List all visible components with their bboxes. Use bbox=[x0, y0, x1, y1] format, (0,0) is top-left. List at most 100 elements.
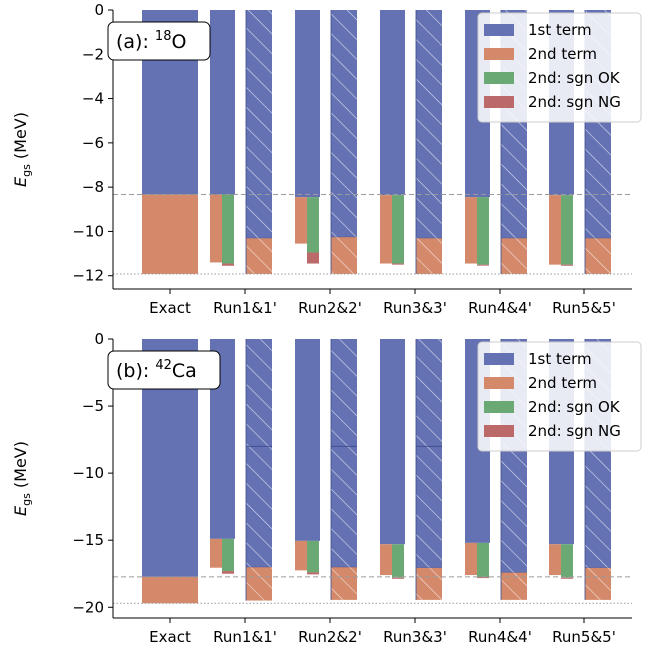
y-tick-label: −6 bbox=[82, 134, 104, 152]
legend-swatch bbox=[484, 96, 514, 108]
x-tick-label: Run3&3' bbox=[383, 299, 447, 317]
x-tick-label: Run2&2' bbox=[298, 628, 362, 646]
bar-hatched-pattern bbox=[331, 10, 357, 274]
y-axis-label-unit: (MeV) bbox=[11, 441, 30, 493]
bar-run-first bbox=[210, 10, 235, 195]
bar-run-ng bbox=[307, 252, 319, 264]
bar-run-first bbox=[380, 10, 405, 196]
panel-label-prefix: (a): bbox=[116, 31, 155, 53]
panel-label-sup: 18 bbox=[155, 29, 172, 44]
panel-label-suffix: Ca bbox=[172, 360, 197, 382]
x-tick-label: Run2&2' bbox=[298, 299, 362, 317]
bar-hatched-pattern bbox=[416, 339, 442, 600]
bar-run-second bbox=[465, 197, 477, 264]
legend-label: 2nd term bbox=[528, 45, 597, 63]
y-tick-label: −15 bbox=[72, 531, 104, 549]
legend-label: 2nd term bbox=[528, 374, 597, 392]
bar-run-ok bbox=[222, 194, 234, 264]
bar-run-ok bbox=[392, 544, 404, 578]
bar-run-second bbox=[549, 195, 561, 265]
y-tick-label: −10 bbox=[72, 222, 104, 240]
bar-run-ng bbox=[477, 264, 489, 266]
panel-label-sup: 42 bbox=[155, 358, 172, 373]
y-axis-label-unit: (MeV) bbox=[11, 112, 30, 164]
bar-hatched-pattern bbox=[246, 10, 272, 274]
bar-run-ok bbox=[222, 538, 234, 572]
x-tick-label: Exact bbox=[149, 628, 191, 646]
bar-hatched-pattern bbox=[331, 339, 357, 600]
y-tick-label: −10 bbox=[72, 464, 104, 482]
y-axis-label: Egs (MeV) bbox=[11, 441, 33, 516]
panel-label-suffix: O bbox=[171, 31, 186, 53]
panel-label-prefix: (b): bbox=[116, 360, 155, 382]
legend-label: 1st term bbox=[528, 21, 592, 39]
legend-label: 2nd: sgn OK bbox=[528, 398, 621, 416]
bar-run-ng bbox=[222, 263, 234, 266]
panel-label-box bbox=[107, 350, 221, 390]
bar-run-second bbox=[210, 538, 222, 568]
y-tick-label: −12 bbox=[72, 267, 104, 285]
x-tick-label: Run5&5' bbox=[552, 628, 616, 646]
bar-run-first bbox=[295, 339, 320, 541]
bar-run-second bbox=[295, 540, 307, 571]
legend-box bbox=[477, 341, 642, 452]
x-tick-label: Run5&5' bbox=[552, 299, 616, 317]
bar-exact-second bbox=[142, 194, 198, 274]
legend-label: 2nd: sgn NG bbox=[528, 422, 621, 440]
bar-run-ok bbox=[392, 195, 404, 264]
legend-label: 1st term bbox=[528, 350, 592, 368]
bar-run-ng bbox=[477, 577, 489, 579]
x-tick-label: Exact bbox=[149, 299, 191, 317]
bar-run-ok bbox=[561, 195, 573, 265]
bar-exact-second bbox=[142, 576, 198, 604]
legend-box bbox=[477, 12, 642, 123]
bar-run-second bbox=[380, 195, 392, 264]
legend-swatch bbox=[484, 377, 514, 389]
y-tick-label: −8 bbox=[82, 178, 104, 196]
panel-b: 0 −5 −10 −15 −20 Exact Run1&1' Run2&2' Run3&3' Ru… bbox=[11, 330, 642, 646]
y-tick-label: −2 bbox=[82, 45, 104, 63]
bar-run-ok bbox=[477, 542, 489, 578]
y-tick-label: 0 bbox=[94, 330, 104, 348]
bar-run-ng bbox=[222, 571, 234, 574]
legend-swatch bbox=[484, 72, 514, 84]
bar-run-ng bbox=[392, 263, 404, 265]
legend-swatch bbox=[484, 48, 514, 60]
bar-run-first bbox=[380, 339, 405, 545]
panel-label-box bbox=[107, 21, 211, 61]
y-tick-label: −20 bbox=[72, 598, 104, 616]
y-tick-label: −5 bbox=[82, 397, 104, 415]
x-tick-label: Run4&4' bbox=[468, 628, 532, 646]
legend-label: 2nd: sgn NG bbox=[528, 93, 621, 111]
panel-a: 0 −2 −4 −6 −8 −10 −12 Exact Run1&1' Run2&2' Run3&3… bbox=[11, 1, 642, 317]
y-axis-label-main: E bbox=[11, 176, 30, 187]
bar-run-second bbox=[549, 544, 561, 576]
legend-swatch bbox=[484, 401, 514, 413]
bar-run-ok bbox=[307, 197, 319, 253]
legend-label: 2nd: sgn OK bbox=[528, 69, 621, 87]
bar-run-ok bbox=[477, 197, 489, 265]
x-tick-label: Run3&3' bbox=[383, 628, 447, 646]
y-axis-label-sub: gs bbox=[20, 493, 33, 506]
bar-run-ng bbox=[561, 264, 573, 266]
panel-label: (b): 42Ca bbox=[116, 358, 197, 382]
legend-swatch bbox=[484, 353, 514, 365]
x-tick-label: Run1&1' bbox=[213, 299, 277, 317]
y-axis-label-sub: gs bbox=[20, 164, 33, 177]
legend-swatch bbox=[484, 425, 514, 437]
bar-hatched-pattern bbox=[416, 10, 442, 274]
bar-run-ok bbox=[307, 540, 319, 573]
y-tick-label: 0 bbox=[94, 1, 104, 19]
legend-swatch bbox=[484, 24, 514, 36]
bar-run-first bbox=[295, 10, 320, 198]
bar-run-ok bbox=[561, 544, 573, 578]
y-tick-label: −4 bbox=[82, 90, 104, 108]
bar-run-ng bbox=[307, 572, 319, 575]
x-tick-label: Run4&4' bbox=[468, 299, 532, 317]
y-axis-label-main: E bbox=[11, 505, 30, 516]
bar-run-second bbox=[465, 542, 477, 576]
bar-run-second bbox=[210, 194, 222, 263]
bar-hatched-pattern bbox=[246, 339, 272, 601]
x-tick-label: Run1&1' bbox=[213, 628, 277, 646]
